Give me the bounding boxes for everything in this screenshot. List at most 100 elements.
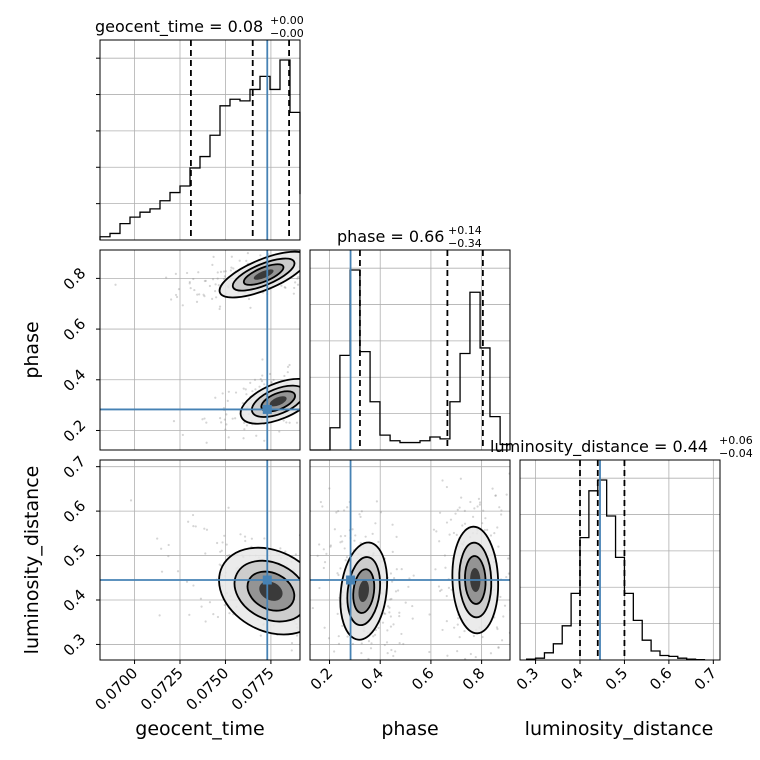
pair-luminosity-distance-vs-geocent-time-pt-0-213 [225, 543, 228, 546]
pair-phase-vs-geocent-time-pt-1-69 [242, 437, 245, 440]
xtick-label-geocent-time-2: 0.0750 [182, 664, 232, 714]
xtick-label-luminosity-distance-4: 0.7 [691, 664, 721, 694]
pair-luminosity-distance-vs-phase-pt-0-212 [319, 500, 322, 504]
hist-geocent-time-bar-13 [230, 99, 240, 240]
pair-luminosity-distance-vs-phase-pt-1-0 [491, 487, 494, 490]
pair-luminosity-distance-vs-phase-pt-1-174 [446, 720, 448, 722]
pair-phase-vs-geocent-time-pt-1-160 [268, 372, 272, 376]
pair-phase-vs-geocent-time-pt-1-137 [203, 417, 206, 420]
xtick-label-luminosity-distance-0: 0.3 [513, 664, 543, 694]
pair-phase-vs-geocent-time-pt-1-151 [234, 417, 237, 420]
pair-phase-vs-geocent-time-pt-0-106 [181, 304, 184, 307]
pair-phase-vs-geocent-time-pt-1-116 [315, 381, 317, 383]
hist-phase-step [310, 269, 511, 451]
pair-luminosity-distance-vs-phase-pt-1-204 [457, 617, 460, 620]
pair-luminosity-distance-vs-phase-pt-1-218 [489, 534, 493, 537]
xtick-label-luminosity-distance-1: 0.4 [557, 664, 587, 694]
pair-luminosity-distance-vs-phase-pt-0-132 [345, 556, 349, 559]
pair-luminosity-distance-vs-geocent-time-pt-0-57 [188, 613, 191, 616]
pair-luminosity-distance-vs-phase-pt-1-201 [432, 528, 436, 531]
hist-phase-bar-13 [440, 439, 450, 450]
pair-phase-vs-geocent-time-pt-1-178 [301, 400, 303, 402]
pair-phase-vs-geocent-time-pt-0-140 [217, 284, 220, 287]
pair-phase-vs-geocent-time-pt-0-184 [218, 305, 222, 308]
pair-phase-vs-geocent-time-pt-0-89 [259, 254, 262, 257]
pair-luminosity-distance-vs-phase-pt-1-40 [448, 533, 451, 536]
pair-phase-vs-geocent-time-pt-1-37 [205, 421, 208, 424]
pair-luminosity-distance-vs-phase-pt-0-126 [400, 568, 403, 571]
pair-luminosity-distance-vs-geocent-time-contour-0-1 [233, 559, 300, 623]
pair-luminosity-distance-vs-phase-pt-0-169 [353, 677, 355, 679]
pair-luminosity-distance-vs-geocent-time-pt-0-13 [318, 606, 320, 608]
ytick-label-luminosity-distance-0: 0.3 [60, 630, 90, 660]
pair-phase-vs-geocent-time-pt-0-39 [325, 273, 327, 275]
hist-phase-frame [309, 249, 511, 451]
pair-phase-vs-geocent-time-pt-1-2 [337, 373, 339, 375]
pair-phase-vs-geocent-time-pt-1-216 [288, 363, 291, 367]
title-geocent-time-minus: −0.00 [270, 27, 304, 40]
pair-luminosity-distance-vs-phase-pt-1-72 [494, 494, 497, 497]
pair-luminosity-distance-vs-phase-pt-0-103 [389, 625, 393, 628]
pair-phase-vs-geocent-time-pt-1-35 [270, 380, 273, 383]
pair-luminosity-distance-vs-phase-pt-1-142 [469, 500, 472, 504]
pair-phase-vs-geocent-time-pt-0-137 [318, 258, 320, 260]
pair-phase-vs-geocent-time-pt-1-52 [325, 393, 327, 395]
pair-luminosity-distance-vs-phase-pt-0-182 [386, 652, 389, 655]
pair-phase-vs-geocent-time-pt-0-21 [247, 297, 251, 301]
pair-phase-vs-geocent-time-pt-1-194 [330, 410, 332, 412]
pair-luminosity-distance-vs-phase-pt-0-9 [337, 642, 341, 646]
pair-luminosity-distance-vs-geocent-time-pt-0-78 [273, 661, 275, 663]
pair-luminosity-distance-vs-phase-pt-1-123 [458, 636, 461, 639]
title-phase-plus: +0.14 [448, 224, 482, 237]
pair-luminosity-distance-vs-phase-inner [310, 472, 530, 722]
pair-luminosity-distance-vs-phase-pt-1-180 [458, 506, 461, 509]
pair-luminosity-distance-vs-geocent-time-pt-0-11 [388, 623, 390, 625]
pair-phase-vs-geocent-time-pt-0-28 [211, 297, 214, 300]
pair-luminosity-distance-vs-phase-pt-0-13 [359, 515, 362, 518]
pair-phase-vs-geocent-time-pt-1-71 [225, 413, 228, 416]
pair-luminosity-distance-vs-geocent-time-pt-0-21 [216, 615, 220, 619]
pair-luminosity-distance-vs-phase-pt-0-137 [379, 665, 381, 667]
pair-phase-vs-geocent-time-pt-0-20 [311, 287, 313, 289]
pair-luminosity-distance-vs-phase-pt-1-14 [456, 508, 459, 511]
pair-luminosity-distance-vs-phase-pt-0-195 [336, 572, 339, 575]
pair-luminosity-distance-vs-phase-pt-1-191 [445, 620, 448, 623]
pair-luminosity-distance-vs-geocent-time-pt-0-3 [160, 570, 164, 573]
hist-luminosity-distance-bar-15 [660, 656, 669, 661]
pair-phase-vs-geocent-time-pt-1-93 [311, 401, 313, 403]
hist-geocent-time-bar-8 [180, 186, 190, 240]
pair-luminosity-distance-vs-phase-pt-1-206 [528, 618, 530, 620]
pair-luminosity-distance-vs-phase-pt-1-46 [500, 509, 503, 512]
pair-phase-vs-geocent-time-pt-0-189 [218, 307, 221, 311]
pair-phase-vs-geocent-time-pt-0-7 [211, 278, 215, 281]
pair-phase-vs-geocent-time-pt-1-173 [319, 373, 321, 375]
pair-phase-vs-geocent-time-pt-1-187 [307, 397, 309, 399]
pair-phase-vs-geocent-time-pt-0-113 [343, 263, 345, 265]
hist-geocent-time-bar-6 [160, 201, 170, 240]
pair-luminosity-distance-vs-phase-pt-1-39 [428, 650, 431, 654]
pair-luminosity-distance-vs-geocent-time-pt-0-86 [306, 605, 308, 607]
pair-luminosity-distance-vs-phase-pt-1-76 [489, 652, 493, 655]
hist-phase-bar-12 [430, 437, 440, 450]
pair-phase-vs-geocent-time-pt-1-95 [342, 382, 344, 384]
pair-luminosity-distance-vs-geocent-time-pt-0-18 [218, 563, 221, 566]
pair-luminosity-distance-vs-phase-pt-0-101 [395, 535, 398, 538]
pair-luminosity-distance-vs-phase-pt-1-178 [497, 646, 500, 649]
pair-phase-vs-geocent-time-pt-1-45 [305, 385, 307, 387]
hist-phase-bar-14 [450, 402, 460, 450]
pair-phase-vs-geocent-time-pt-1-103 [301, 383, 303, 385]
ylabel-phase: phase [21, 321, 43, 378]
hist-phase-bar-16 [470, 292, 480, 450]
pair-luminosity-distance-vs-geocent-time-pt-0-36 [306, 607, 308, 609]
pair-luminosity-distance-vs-phase-pt-1-43 [485, 702, 487, 704]
pair-phase-vs-geocent-time-pt-0-24 [192, 277, 195, 281]
pair-luminosity-distance-vs-phase-pt-0-121 [371, 532, 374, 535]
ytick-label-luminosity-distance-1: 0.4 [60, 586, 90, 616]
pair-luminosity-distance-vs-phase-pt-0-178 [391, 523, 394, 526]
title-phase-name: phase [337, 227, 385, 246]
pair-phase-vs-geocent-time-pt-0-208 [222, 277, 226, 281]
pair-luminosity-distance-vs-phase-pt-0-32 [318, 586, 321, 590]
pair-luminosity-distance-vs-phase-pt-0-76 [388, 611, 391, 614]
pair-phase-vs-geocent-time-pt-0-207 [198, 293, 201, 296]
pair-phase-vs-geocent-time-pt-0-175 [114, 283, 117, 286]
